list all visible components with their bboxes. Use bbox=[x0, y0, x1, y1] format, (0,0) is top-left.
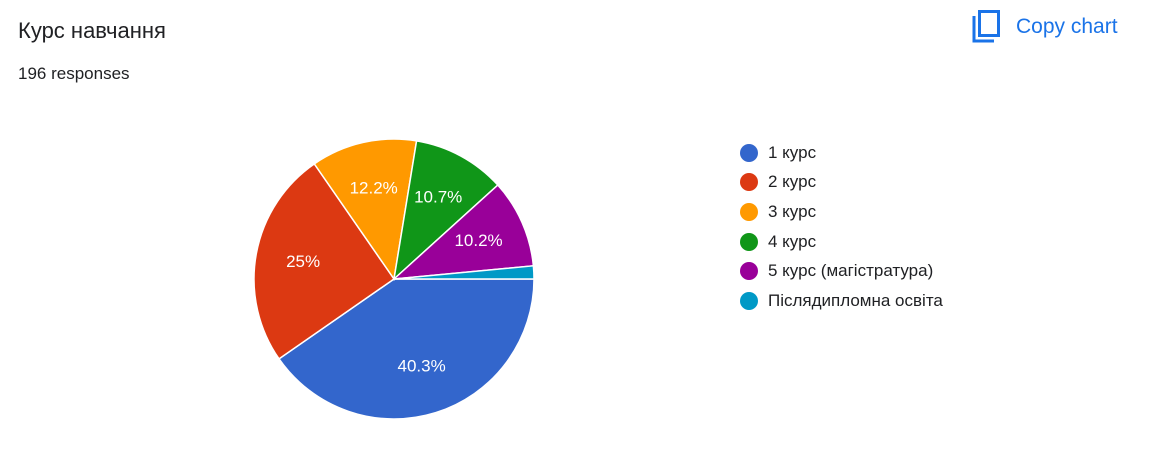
slice-label: 25% bbox=[286, 252, 320, 271]
legend-item[interactable]: 1 курс bbox=[740, 138, 943, 168]
legend-item[interactable]: 3 курс bbox=[740, 197, 943, 227]
legend-item[interactable]: 5 курс (магістратура) bbox=[740, 256, 943, 286]
legend-swatch bbox=[740, 262, 758, 280]
legend-label: 3 курс bbox=[768, 202, 816, 222]
legend-label: 2 курс bbox=[768, 172, 816, 192]
legend-label: 4 курс bbox=[768, 232, 816, 252]
slice-label: 12.2% bbox=[350, 178, 398, 197]
legend-swatch bbox=[740, 233, 758, 251]
legend-swatch bbox=[740, 292, 758, 310]
legend-swatch bbox=[740, 173, 758, 191]
legend-item[interactable]: 4 курс bbox=[740, 227, 943, 257]
legend-swatch bbox=[740, 203, 758, 221]
copy-chart-button[interactable]: Copy chart bbox=[970, 8, 1118, 46]
legend-label: 1 курс bbox=[768, 143, 816, 163]
legend-label: Післядипломна освіта bbox=[768, 291, 943, 311]
slice-label: 10.2% bbox=[454, 231, 502, 250]
pie-chart: 40.3% 25% 12.2% 10.7% 10.2% bbox=[0, 0, 700, 453]
legend-label: 5 курс (магістратура) bbox=[768, 261, 933, 281]
slice-label: 40.3% bbox=[398, 357, 446, 376]
copy-chart-label: Copy chart bbox=[1016, 15, 1118, 39]
legend-item[interactable]: Післядипломна освіта bbox=[740, 286, 943, 316]
slice-label: 10.7% bbox=[414, 187, 462, 206]
chart-legend: 1 курс 2 курс 3 курс 4 курс 5 курс (магістра… bbox=[740, 138, 943, 316]
copy-icon bbox=[970, 10, 1002, 44]
legend-item[interactable]: 2 курс bbox=[740, 168, 943, 198]
legend-swatch bbox=[740, 144, 758, 162]
